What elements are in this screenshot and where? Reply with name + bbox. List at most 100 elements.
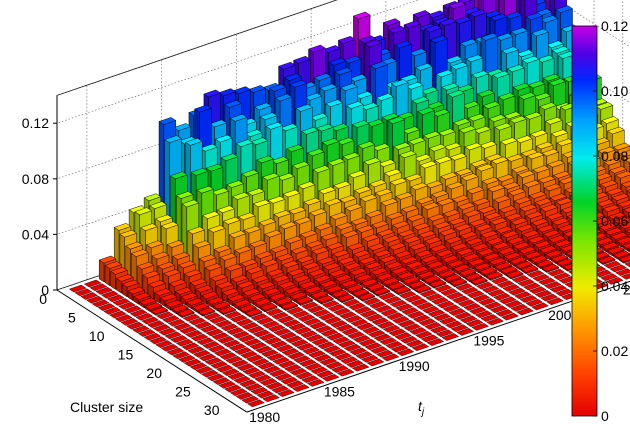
bar-top [273, 328, 292, 336]
bar [183, 358, 202, 367]
bar-top [121, 279, 140, 288]
bar-top [380, 198, 399, 206]
bar [547, 268, 565, 277]
bar-top [330, 289, 349, 298]
bar [178, 355, 196, 363]
bar [288, 323, 307, 331]
bar [268, 369, 287, 378]
bar [109, 310, 127, 319]
bar [443, 273, 462, 284]
bar [549, 284, 568, 293]
bar-top [448, 217, 467, 226]
bar-top [187, 226, 206, 235]
bar-top [253, 102, 272, 111]
bar-top [301, 126, 319, 135]
bar-top [259, 302, 278, 311]
bar-top [495, 32, 514, 41]
bar [185, 330, 203, 338]
bar-top [553, 272, 571, 281]
bar-top [201, 291, 219, 299]
bar [463, 303, 481, 311]
bar [504, 300, 523, 308]
bar-top [316, 123, 334, 132]
bar-top [336, 293, 355, 302]
bar-top [435, 69, 454, 78]
bar-top [306, 148, 325, 157]
bar-top [606, 126, 625, 135]
bar-top [408, 137, 426, 145]
bar-top [552, 170, 571, 179]
bar [475, 281, 494, 290]
bar [490, 276, 509, 285]
bar-top [119, 229, 138, 238]
bar-top [335, 323, 354, 332]
bar-top [203, 312, 222, 321]
bar-top [334, 352, 353, 361]
bar-top [189, 278, 208, 287]
bar-top [385, 341, 403, 349]
colorbar-tick-label: 0.02 [601, 343, 628, 359]
bar-top [449, 278, 468, 286]
bar-top [320, 329, 339, 337]
bar [496, 280, 515, 289]
bar [179, 326, 197, 335]
bar [175, 338, 194, 347]
bar-top [247, 188, 265, 196]
bar-top [275, 344, 294, 353]
bar-top [604, 227, 623, 236]
bar-top [307, 44, 326, 53]
bar-top [513, 196, 532, 205]
bar-top [509, 256, 528, 265]
bar-top [511, 275, 530, 283]
bar [374, 304, 393, 313]
bar-top [236, 363, 255, 372]
bar [605, 277, 624, 285]
bar [155, 340, 173, 348]
bar [271, 385, 289, 394]
bar [305, 334, 324, 342]
bar-top [341, 230, 360, 238]
bar-top [293, 274, 311, 283]
bar-top [520, 264, 539, 273]
bar [172, 351, 191, 360]
bar-top [271, 156, 290, 165]
bar-top [256, 155, 275, 164]
bar-top [437, 269, 456, 278]
bar-top [260, 349, 279, 358]
z-tick-label: 0.08 [22, 171, 49, 187]
bar-top [531, 28, 549, 37]
bar [510, 303, 529, 312]
bar-top [337, 256, 356, 265]
bar-top [253, 298, 272, 306]
bar-top [132, 325, 150, 334]
bar-top [258, 333, 277, 341]
bar-top [300, 330, 318, 339]
bar-top [74, 288, 93, 297]
bar-top [210, 273, 229, 282]
bar-top [502, 284, 521, 292]
bar [446, 291, 464, 300]
bar [326, 332, 345, 341]
bar-top [479, 267, 498, 275]
bar-top [525, 12, 544, 21]
bar [594, 269, 613, 278]
bar-top [618, 150, 630, 158]
bar-top [525, 298, 544, 307]
colorbar-tick-label: 0.06 [601, 213, 628, 229]
bar-top [461, 286, 479, 295]
bar-top [141, 316, 159, 325]
bar-top [455, 283, 473, 291]
bar-top [172, 252, 191, 260]
bar-top [311, 246, 330, 255]
bar [135, 312, 154, 321]
bar-top [199, 143, 218, 152]
bar-top [313, 354, 332, 362]
bar-top [403, 323, 422, 332]
bar [429, 325, 448, 334]
bar-top [285, 335, 303, 344]
bar-top [401, 307, 419, 315]
bar-top [243, 225, 262, 234]
bar-top [387, 281, 406, 290]
bar-top [245, 266, 264, 275]
bar-top [241, 322, 260, 330]
